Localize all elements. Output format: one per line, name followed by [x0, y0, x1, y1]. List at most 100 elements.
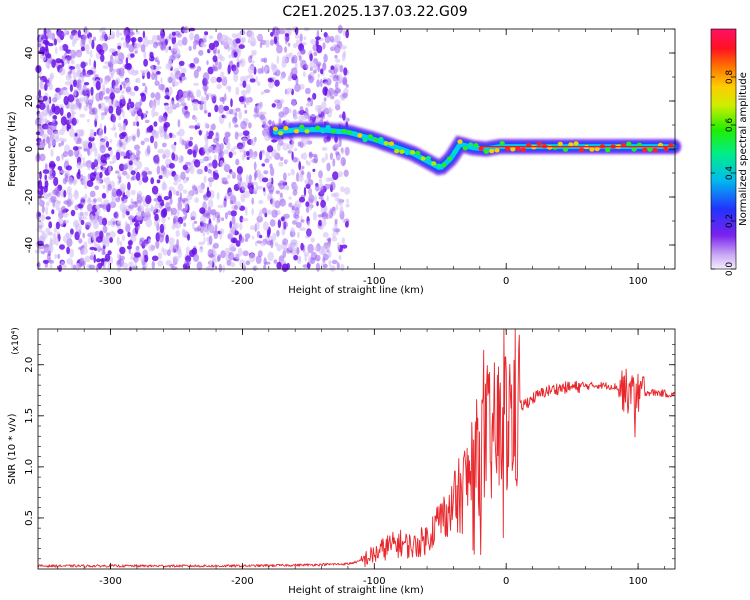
track-blob — [410, 150, 416, 155]
noise-speckle — [127, 181, 131, 191]
noise-speckle — [132, 121, 136, 126]
noise-speckle — [62, 177, 67, 185]
noise-speckle — [146, 71, 151, 80]
noise-speckle — [335, 35, 339, 44]
noise-speckle — [80, 61, 86, 69]
noise-speckle — [72, 146, 79, 151]
noise-speckle — [285, 36, 290, 41]
noise-speckle — [184, 110, 190, 119]
snr-multiplier: (x10⁴) — [11, 327, 21, 354]
noise-speckle — [111, 198, 114, 208]
noise-speckle — [119, 32, 123, 36]
noise-speckle — [63, 28, 68, 36]
noise-speckle — [121, 96, 126, 105]
noise-speckle — [83, 85, 87, 91]
noise-speckle — [213, 49, 217, 55]
noise-speckle — [48, 31, 53, 40]
noise-speckle — [128, 160, 133, 166]
noise-speckle — [203, 96, 207, 107]
noise-speckle — [309, 201, 313, 211]
noise-speckle — [122, 262, 129, 269]
noise-speckle — [156, 179, 161, 184]
noise-speckle — [208, 223, 214, 233]
noise-speckle — [101, 217, 108, 226]
noise-speckle — [276, 244, 282, 252]
noise-speckle — [86, 118, 90, 123]
noise-speckle — [261, 163, 266, 167]
noise-speckle — [333, 74, 339, 79]
noise-speckle — [300, 59, 307, 69]
noise-speckle — [344, 187, 351, 195]
noise-speckle — [44, 163, 48, 171]
noise-speckle — [178, 65, 182, 69]
noise-speckle — [88, 142, 93, 149]
noise-speckle — [107, 184, 112, 191]
noise-speckle — [310, 237, 316, 243]
noise-speckle — [144, 85, 148, 93]
noise-speckle — [194, 33, 200, 44]
noise-speckle — [323, 136, 327, 144]
track-blob — [399, 149, 405, 154]
noise-speckle — [59, 67, 66, 76]
track-blob — [441, 162, 447, 168]
noise-speckle — [97, 262, 103, 269]
noise-speckle — [298, 256, 302, 261]
noise-speckle — [151, 130, 157, 137]
noise-speckle — [218, 263, 223, 273]
noise-speckle — [334, 54, 338, 59]
noise-speckle — [169, 100, 176, 109]
noise-speckle — [53, 176, 59, 187]
noise-speckle — [323, 97, 327, 102]
noise-speckle — [228, 121, 232, 129]
track-blob — [383, 141, 389, 146]
noise-speckle — [241, 154, 245, 161]
noise-speckle — [48, 221, 53, 229]
track-blob — [299, 124, 305, 129]
noise-speckle — [112, 154, 117, 164]
noise-speckle — [318, 178, 323, 184]
noise-speckle — [337, 171, 343, 178]
noise-speckle — [307, 229, 311, 237]
noise-speckle — [334, 142, 340, 150]
noise-speckle — [334, 44, 341, 54]
noise-speckle — [246, 156, 250, 160]
noise-speckle — [164, 95, 170, 100]
noise-speckle — [204, 86, 207, 96]
noise-speckle — [165, 201, 171, 211]
noise-speckle — [96, 207, 101, 216]
noise-speckle — [335, 151, 339, 156]
track-blob — [325, 125, 331, 130]
noise-speckle — [322, 42, 326, 50]
noise-speckle — [117, 45, 122, 50]
noise-speckle — [223, 115, 227, 119]
noise-speckle — [326, 90, 330, 99]
noise-speckle — [332, 158, 336, 167]
noise-speckle — [254, 112, 257, 120]
noise-speckle — [251, 49, 255, 57]
noise-speckle — [267, 251, 275, 262]
noise-speckle — [140, 140, 145, 146]
noise-speckle — [36, 227, 42, 233]
track-blob — [304, 129, 310, 134]
noise-speckle — [62, 151, 68, 158]
noise-speckle — [75, 189, 78, 197]
noise-speckle — [200, 42, 205, 47]
track-blob — [626, 141, 632, 146]
noise-speckle — [90, 251, 94, 256]
noise-speckle — [254, 170, 258, 179]
noise-speckle — [315, 262, 321, 272]
noise-speckle — [93, 254, 96, 264]
noise-speckle — [206, 60, 209, 65]
noise-speckle — [241, 137, 248, 143]
noise-speckle — [56, 231, 60, 235]
noise-speckle — [227, 210, 232, 216]
noise-speckle — [235, 240, 241, 247]
noise-speckle — [91, 215, 97, 225]
noise-speckle — [171, 152, 176, 161]
noise-speckle — [257, 186, 264, 190]
noise-speckle — [265, 150, 270, 160]
noise-speckle — [196, 122, 201, 127]
noise-speckle — [197, 185, 204, 190]
noise-speckle — [102, 83, 105, 92]
noise-speckle — [279, 198, 287, 207]
